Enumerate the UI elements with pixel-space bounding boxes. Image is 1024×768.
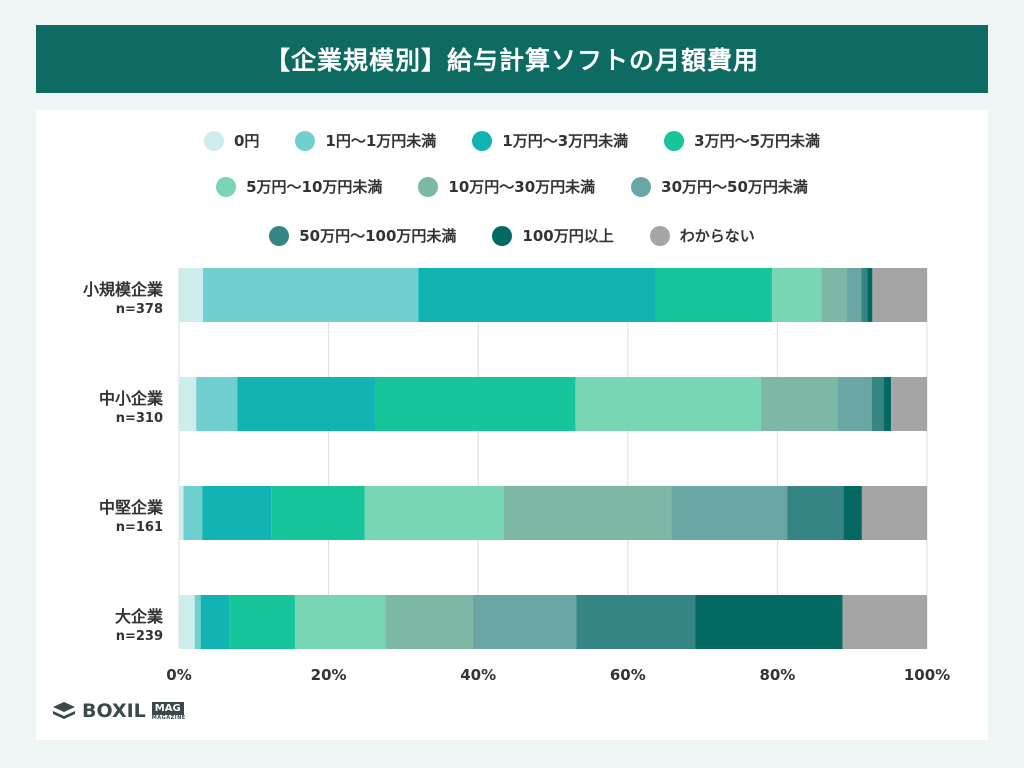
legend-item: 100万円以上 [492, 225, 614, 246]
bar-segment [364, 486, 504, 540]
bar-segment [196, 377, 238, 431]
bar-segment [237, 377, 375, 431]
logo-badge: MAG [151, 701, 184, 715]
legend-label: 0円 [233, 132, 260, 150]
bar-segment [179, 486, 184, 540]
bar-segment [294, 595, 386, 649]
legend-item: 50万円〜100万円未満 [269, 225, 456, 246]
bar-segment [202, 268, 419, 322]
legend-label: 1万円〜3万円未満 [502, 132, 629, 150]
x-tick-label: 60% [610, 666, 646, 684]
bar-segment [472, 595, 577, 649]
bar-segment [843, 486, 862, 540]
bar-segment [891, 377, 927, 431]
bar-segment [271, 486, 365, 540]
bar-segment [418, 268, 656, 322]
legend-item: 3万円〜5万円未満 [664, 130, 820, 151]
x-tick-label: 20% [311, 666, 347, 684]
chart-panel: 0円 1円〜1万円未満 1万円〜3万円未満 3万円〜5万円未満 5万円〜10万円… [36, 110, 988, 740]
legend-swatch [295, 130, 316, 151]
x-tick-label: 40% [460, 666, 496, 684]
bar-segment [861, 486, 927, 540]
bar-segment [842, 595, 927, 649]
bar-segment [179, 268, 203, 322]
legend-item: 10万円〜30万円未満 [418, 176, 595, 197]
legend-swatch [418, 176, 439, 197]
bar-segment [821, 268, 847, 322]
bar-segment [871, 377, 884, 431]
legend-swatch [631, 176, 652, 197]
bar-segment [695, 595, 843, 649]
bar-segment [179, 377, 197, 431]
bar-segment [503, 486, 672, 540]
bar-segment [179, 595, 195, 649]
legend-swatch [664, 130, 685, 151]
boxil-logo-icon [53, 702, 75, 719]
bar-segment [760, 377, 838, 431]
bar-segment [872, 268, 927, 322]
logo-text: BOXIL [82, 700, 146, 722]
legend-item: 1円〜1万円未満 [295, 130, 436, 151]
legend-item: 30万円〜50万円未満 [631, 176, 808, 197]
bar-segment [374, 377, 576, 431]
legend-swatch [269, 225, 290, 246]
category-label: 中小企業 [99, 389, 164, 408]
bar-segment [883, 377, 892, 431]
legend-swatch [649, 225, 670, 246]
legend-swatch [492, 225, 513, 246]
legend-item: わからない [649, 225, 755, 246]
legend-label: 3万円〜5万円未満 [694, 132, 821, 150]
bar-segment [202, 486, 272, 540]
bar-segment [772, 268, 822, 322]
x-tick-label: 80% [759, 666, 795, 684]
legend-label: 1円〜1万円未満 [325, 132, 437, 150]
bar-segment [787, 486, 844, 540]
sample-size-label: n=310 [116, 411, 163, 426]
legend-row-2: 5万円〜10万円未満 10万円〜30万円未満 30万円〜50万円未満 [36, 176, 988, 197]
bar-segment [846, 268, 862, 322]
sample-size-label: n=239 [116, 629, 163, 644]
bar-segment [183, 486, 203, 540]
legend-item: 0円 [203, 130, 260, 151]
x-tick-label: 100% [904, 666, 950, 684]
legend-swatch [472, 130, 493, 151]
legend-swatch [203, 130, 224, 151]
sample-size-label: n=161 [116, 520, 163, 535]
chart-title: 【企業規模別】給与計算ソフトの月額費用 [36, 25, 988, 93]
legend-row-3: 50万円〜100万円未満 100万円以上 わからない [36, 225, 988, 246]
bar-segment [655, 268, 773, 322]
category-label: 小規模企業 [83, 280, 164, 299]
legend-swatch [216, 176, 237, 197]
legend-label: 5万円〜10万円未満 [246, 178, 383, 196]
x-tick-label: 0% [166, 666, 191, 684]
bar-segment [861, 268, 868, 322]
bar-segment [385, 595, 473, 649]
bar-segment [576, 595, 696, 649]
bar-segment [575, 377, 761, 431]
sample-size-label: n=378 [116, 302, 163, 317]
legend-label: 100万円以上 [522, 227, 614, 245]
legend-label: 50万円〜100万円未満 [299, 227, 457, 245]
stacked-bar-chart: 0% 20% 40% 60% 80% 100% 小規模企業 n=378 中小企業 n=310 中堅企… [83, 268, 950, 684]
bar-segment [200, 595, 230, 649]
legend-item: 1万円〜3万円未満 [472, 130, 628, 151]
bar-segment [671, 486, 788, 540]
bar-segment [194, 595, 201, 649]
legend-label: 30万円〜50万円未満 [661, 178, 808, 196]
category-label: 大企業 [115, 607, 164, 626]
logo-sub: MAGAZINE [151, 714, 186, 721]
logo-badge-wrap: MAG MAGAZINE [151, 701, 186, 721]
legend-item: 5万円〜10万円未満 [216, 176, 382, 197]
legend-label: わからない [679, 227, 755, 245]
category-label: 中堅企業 [99, 498, 164, 517]
bar-segment [229, 595, 295, 649]
legend-label: 10万円〜30万円未満 [448, 178, 596, 196]
bar-segment [867, 268, 873, 322]
legend-row-1: 0円 1円〜1万円未満 1万円〜3万円未満 3万円〜5万円未満 [36, 130, 988, 151]
brand-logo: BOXIL MAG MAGAZINE [52, 700, 186, 722]
bar-segment [837, 377, 872, 431]
